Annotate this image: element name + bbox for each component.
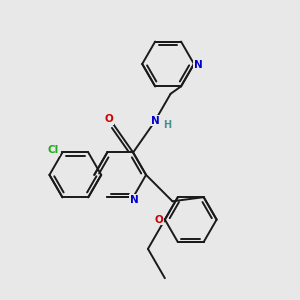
Text: O: O [104, 114, 113, 124]
Text: N: N [130, 195, 139, 205]
Text: Cl: Cl [48, 146, 59, 155]
Text: O: O [154, 214, 163, 225]
Text: H: H [164, 120, 172, 130]
Text: N: N [151, 116, 160, 126]
Text: N: N [194, 60, 202, 70]
